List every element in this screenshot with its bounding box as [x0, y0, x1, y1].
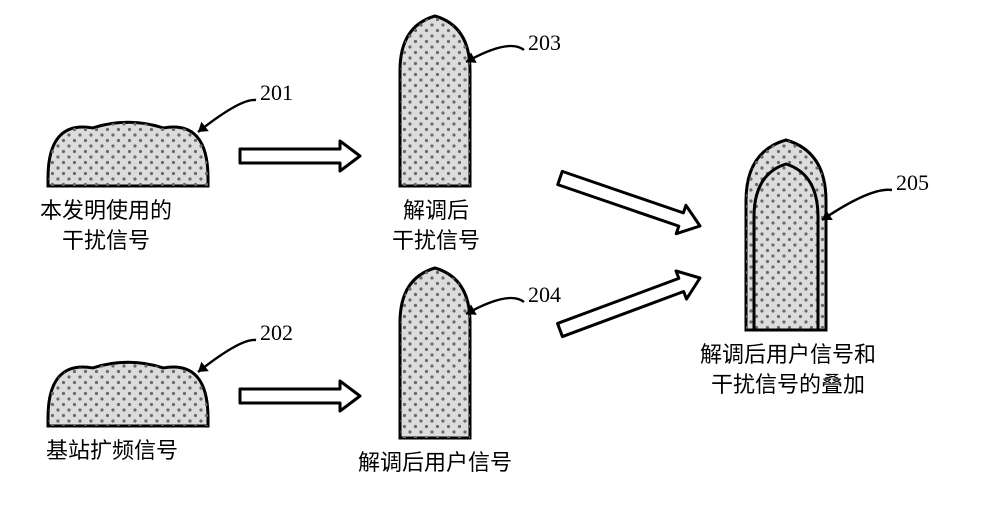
callout-leader-202: [198, 340, 256, 372]
label-202: 基站扩频信号: [46, 436, 178, 466]
arrow-2: [558, 171, 700, 233]
callout-text-204: 204: [528, 282, 561, 308]
arrow-1: [240, 381, 360, 411]
callout-text-203: 203: [528, 30, 561, 56]
label-205: 解调后用户信号和 干扰信号的叠加: [700, 340, 876, 399]
shape-203-pattern: [400, 16, 470, 186]
callout-text-205: 205: [896, 170, 929, 196]
callout-arrowhead-202: [198, 362, 209, 372]
shape-205-outer-pattern: [746, 140, 826, 330]
callout-arrowhead-201: [198, 122, 209, 132]
arrow-3: [558, 271, 700, 337]
callout-text-202: 202: [260, 320, 293, 346]
callout-text-201: 201: [260, 80, 293, 106]
shape-204-pattern: [400, 268, 470, 438]
label-204: 解调后用户信号: [358, 448, 512, 478]
label-203: 解调后 干扰信号: [392, 196, 480, 255]
arrow-0: [240, 141, 360, 171]
shape-201-pattern: [48, 122, 208, 186]
label-201: 本发明使用的 干扰信号: [40, 196, 172, 255]
shape-202-pattern: [48, 362, 208, 426]
callout-leader-205: [822, 190, 892, 220]
callout-leader-201: [198, 100, 256, 132]
